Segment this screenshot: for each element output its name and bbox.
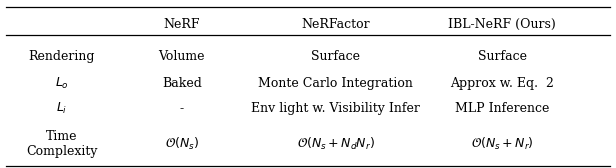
Text: Monte Carlo Integration: Monte Carlo Integration xyxy=(258,77,413,90)
Text: Rendering: Rendering xyxy=(28,50,95,63)
Text: $\mathcal{O}(N_s + N_r)$: $\mathcal{O}(N_s + N_r)$ xyxy=(471,136,533,152)
Text: Volume: Volume xyxy=(158,50,205,63)
Text: $\mathcal{O}(N_s)$: $\mathcal{O}(N_s)$ xyxy=(164,136,199,152)
Text: $L_o$: $L_o$ xyxy=(55,76,68,91)
Text: Approx w. Eq.  2: Approx w. Eq. 2 xyxy=(450,77,554,90)
Text: Baked: Baked xyxy=(162,77,201,90)
Text: IBL-NeRF (Ours): IBL-NeRF (Ours) xyxy=(448,18,556,31)
Text: Env light w. Visibility Infer: Env light w. Visibility Infer xyxy=(251,102,420,115)
Text: -: - xyxy=(180,102,184,115)
Text: MLP Inference: MLP Inference xyxy=(455,102,549,115)
Text: NeRF: NeRF xyxy=(163,18,200,31)
Text: Time
Complexity: Time Complexity xyxy=(26,130,97,158)
Text: $\mathcal{O}(N_s + N_d N_r)$: $\mathcal{O}(N_s + N_d N_r)$ xyxy=(297,136,375,152)
Text: NeRFactor: NeRFactor xyxy=(301,18,370,31)
Text: $L_i$: $L_i$ xyxy=(56,101,67,116)
Text: Surface: Surface xyxy=(311,50,360,63)
Text: Surface: Surface xyxy=(477,50,527,63)
